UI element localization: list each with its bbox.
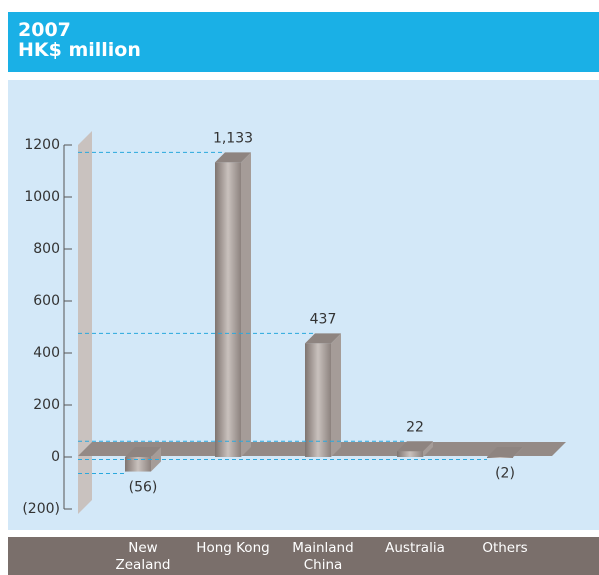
y-tick-label: (200) bbox=[22, 501, 60, 517]
y-tick-label: 1200 bbox=[24, 137, 60, 153]
bar bbox=[487, 457, 513, 458]
bar-top bbox=[125, 447, 161, 457]
value-label: 1,133 bbox=[213, 130, 253, 146]
bar bbox=[125, 457, 151, 472]
bar-side bbox=[331, 333, 341, 457]
y-tick-label: 1000 bbox=[24, 189, 60, 205]
y-tick-label: 400 bbox=[33, 345, 60, 361]
y-tick-label: 200 bbox=[33, 397, 60, 413]
x-tick-label: Others bbox=[482, 540, 528, 556]
y-tick-label: 800 bbox=[33, 241, 60, 257]
chart: (200) 0 200 400 600 800 1000 1200 (56) 1,133 437 22… bbox=[8, 80, 599, 530]
header: 2007 HK$ million bbox=[8, 12, 599, 72]
axis-wall bbox=[78, 131, 92, 514]
x-tick-label: New Zealand bbox=[115, 540, 171, 573]
value-label: 437 bbox=[310, 311, 337, 327]
bar-side bbox=[513, 447, 523, 458]
bar bbox=[397, 451, 423, 457]
bar-top bbox=[305, 333, 341, 344]
chart-subtitle: HK$ million bbox=[18, 39, 141, 61]
x-tick-label: Mainland China bbox=[292, 540, 354, 573]
bar-side bbox=[241, 152, 251, 458]
y-tick-label: 600 bbox=[33, 293, 60, 309]
x-tick-label: Hong Kong bbox=[196, 540, 270, 556]
x-tick-label: Australia bbox=[385, 540, 445, 556]
bar bbox=[215, 162, 241, 458]
bar-top bbox=[215, 152, 251, 163]
bar-top bbox=[397, 441, 433, 452]
y-tick-label: 0 bbox=[51, 449, 60, 465]
chart-title: 2007 bbox=[18, 19, 71, 41]
category-band: New Zealand Hong Kong Mainland China Austra… bbox=[8, 537, 599, 575]
bar-top bbox=[487, 447, 523, 457]
value-label: (56) bbox=[129, 480, 158, 496]
bar-side bbox=[423, 441, 433, 457]
plot-background bbox=[8, 80, 599, 530]
value-label: 22 bbox=[406, 419, 424, 435]
bar bbox=[305, 343, 331, 457]
value-label: (2) bbox=[495, 466, 515, 482]
